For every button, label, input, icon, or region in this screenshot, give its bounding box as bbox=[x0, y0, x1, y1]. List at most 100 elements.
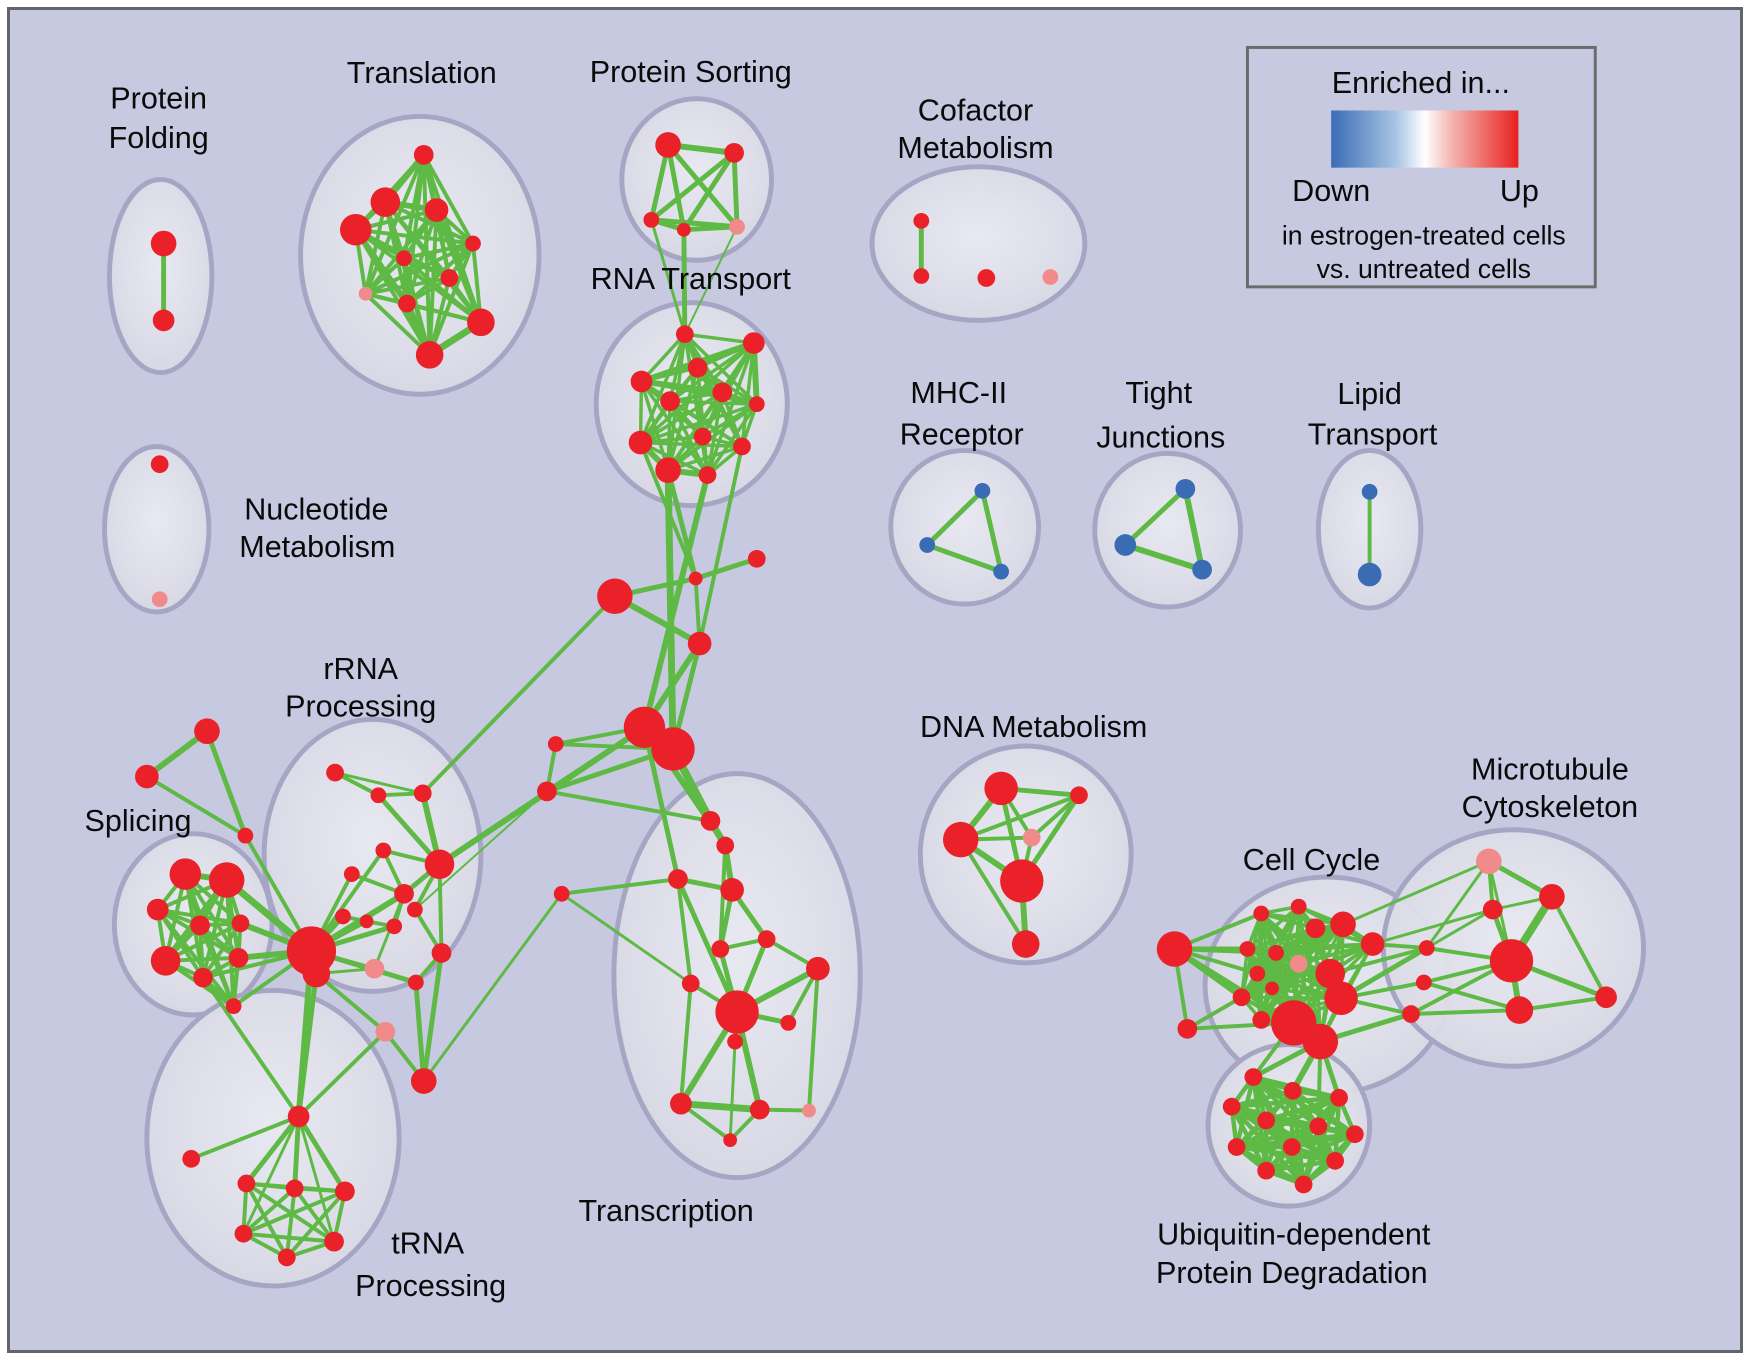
cluster-ellipse-trna-processing bbox=[144, 987, 402, 1289]
edge-r6-r8 bbox=[639, 402, 758, 445]
node-transcription-v11 bbox=[715, 990, 759, 1034]
edge-p1-p4 bbox=[731, 152, 740, 227]
edge-v5-n5 bbox=[546, 746, 674, 794]
node-ubiquitin-dependent-protein-degradation-b4 bbox=[1257, 1111, 1276, 1130]
edge-n0-n1 bbox=[694, 556, 758, 581]
edge-v2-v11 bbox=[675, 878, 740, 1014]
node-rna-transport-r0 bbox=[675, 325, 694, 344]
network-nodes-layer bbox=[135, 132, 1617, 1267]
node-transcription-v16 bbox=[802, 1103, 816, 1118]
node-ubiquitin-dependent-protein-degradation-b10 bbox=[1257, 1161, 1276, 1180]
edge-q0-q2 bbox=[334, 771, 424, 795]
edge-u0-u3 bbox=[292, 1116, 302, 1189]
edge-u3-u6 bbox=[293, 1187, 336, 1243]
node-rrna-processing-q4 bbox=[343, 866, 360, 882]
node-transcription-v1 bbox=[716, 836, 735, 855]
edge-x0-x2 bbox=[204, 730, 248, 837]
node-microtubule-cytoskeleton-m5 bbox=[1415, 974, 1432, 991]
node-cell-cycle-g10 bbox=[1249, 965, 1266, 982]
cluster-label-mhc-ii-receptor-line0: MHC-II bbox=[910, 376, 1007, 410]
legend: Enriched in... Down Up in estrogen-treated … bbox=[1245, 45, 1597, 289]
edge-v2-v10 bbox=[675, 878, 693, 984]
edge-p0-p3 bbox=[665, 144, 687, 231]
edge-u4-u7 bbox=[285, 1190, 347, 1259]
network-diagram: Protein Folding Translation Protein Sorting… bbox=[85, 45, 1646, 1303]
node-trna-processing-u1 bbox=[182, 1149, 201, 1168]
edge-b9-b10 bbox=[1265, 1158, 1336, 1173]
node-cell-cycle-g9 bbox=[1315, 958, 1345, 989]
cluster-ellipse-nucleotide-metabolism bbox=[102, 444, 212, 615]
node-translation-t0 bbox=[413, 144, 434, 165]
edge-u0-u1 bbox=[190, 1114, 300, 1161]
edge-r1-r11 bbox=[705, 342, 756, 476]
edge-u2-u7 bbox=[244, 1182, 289, 1259]
node-splicing-s3 bbox=[190, 915, 210, 936]
node-cell-cycle-g4 bbox=[1330, 911, 1356, 938]
node-transcription-v7 bbox=[711, 940, 730, 958]
node-translation-t2 bbox=[424, 198, 449, 222]
node-tight-junctions-j1 bbox=[1114, 534, 1137, 556]
edge-p3-r0 bbox=[681, 229, 688, 335]
cluster-labels-layer: Protein Folding Translation Protein Sorting… bbox=[85, 55, 1639, 1303]
legend-gradient-bar bbox=[1331, 110, 1519, 168]
edge-g0-G bbox=[1173, 946, 1296, 1025]
edge-j1-j2 bbox=[1124, 542, 1204, 573]
cluster-label-protein-folding-line0: Protein bbox=[110, 82, 207, 116]
cluster-label-translation-line0: Translation bbox=[347, 56, 497, 90]
node-ubiquitin-dependent-protein-degradation-b7 bbox=[1345, 1125, 1364, 1144]
node-protein-sorting-p3 bbox=[676, 222, 691, 237]
node-rrna-processing-q10 bbox=[364, 958, 385, 979]
node-rna-transport-r10 bbox=[655, 457, 681, 483]
node-splicing-s2 bbox=[146, 898, 169, 921]
node-tight-junctions-j0 bbox=[1175, 479, 1196, 499]
node-microtubule-cytoskeleton-m0 bbox=[1476, 848, 1502, 875]
node-microtubule-cytoskeleton-m4 bbox=[1489, 939, 1534, 983]
node-transcription-v3 bbox=[720, 878, 744, 902]
node-transcription-v13 bbox=[727, 1033, 743, 1050]
node-central-connector-n2 bbox=[597, 578, 633, 614]
node-transcription-v10 bbox=[681, 974, 700, 993]
cluster-ellipse-protein-folding bbox=[106, 177, 215, 376]
edge-r9-n3 bbox=[697, 446, 744, 644]
edge-m3-m2 bbox=[1426, 908, 1494, 950]
edge-t6-t7 bbox=[365, 276, 450, 296]
edge-s1-s8 bbox=[224, 879, 236, 1007]
edge-s4-s6 bbox=[201, 922, 243, 979]
node-nucleotide-metabolism-nm1 bbox=[151, 591, 168, 608]
edge-u5-u6 bbox=[243, 1231, 335, 1244]
edge-g4-m0 bbox=[1342, 859, 1490, 926]
node-rrna-processing-q15 bbox=[431, 943, 452, 963]
node-rna-transport-r2 bbox=[687, 357, 708, 378]
edge-r10-n1 bbox=[665, 469, 699, 580]
edge-j0-j1 bbox=[1123, 487, 1188, 547]
edge-q12-q16 bbox=[413, 982, 427, 1082]
cluster-label-protein-folding-line1: Folding bbox=[109, 121, 209, 155]
node-central-connector-n3 bbox=[687, 631, 712, 656]
edge-g9-m3 bbox=[1329, 946, 1428, 976]
edge-r4-r10 bbox=[666, 391, 724, 472]
node-rna-transport-r3 bbox=[630, 370, 653, 393]
edge-v9-v16 bbox=[807, 968, 820, 1111]
edge-g4-g6 bbox=[1247, 922, 1344, 951]
node-rrna-processing-q9 bbox=[386, 918, 403, 935]
node-trna-processing-u4 bbox=[335, 1181, 355, 1202]
edge-r4-r8 bbox=[639, 390, 724, 445]
node-rrna-processing-H2 bbox=[302, 959, 331, 988]
node-trna-processing-u2 bbox=[237, 1174, 256, 1193]
edge-r0-r1 bbox=[684, 332, 755, 345]
cluster-label-transcription-line0: Transcription bbox=[578, 1194, 753, 1228]
node-rrna-processing-q1 bbox=[370, 787, 387, 804]
node-protein-sorting-p4 bbox=[729, 218, 745, 235]
edge-q11-H2 bbox=[315, 972, 387, 1034]
node-rrna-processing-q3 bbox=[375, 842, 392, 859]
edge-e1-e2 bbox=[926, 542, 1002, 574]
edge-g16-g12 bbox=[1186, 995, 1243, 1031]
node-mhc-ii-receptor-e2 bbox=[993, 563, 1009, 580]
cluster-label-nucleotide-metabolism-line1: Metabolism bbox=[239, 530, 395, 564]
node-cell-cycle-g0 bbox=[1156, 931, 1193, 967]
node-microtubule-cytoskeleton-m8 bbox=[1595, 986, 1617, 1009]
node-cell-cycle-g6 bbox=[1239, 941, 1256, 957]
cluster-label-nucleotide-metabolism-line0: Nucleotide bbox=[244, 492, 388, 526]
node-splicing-x2 bbox=[237, 827, 254, 844]
node-cofactor-metabolism-c3 bbox=[1042, 269, 1059, 285]
